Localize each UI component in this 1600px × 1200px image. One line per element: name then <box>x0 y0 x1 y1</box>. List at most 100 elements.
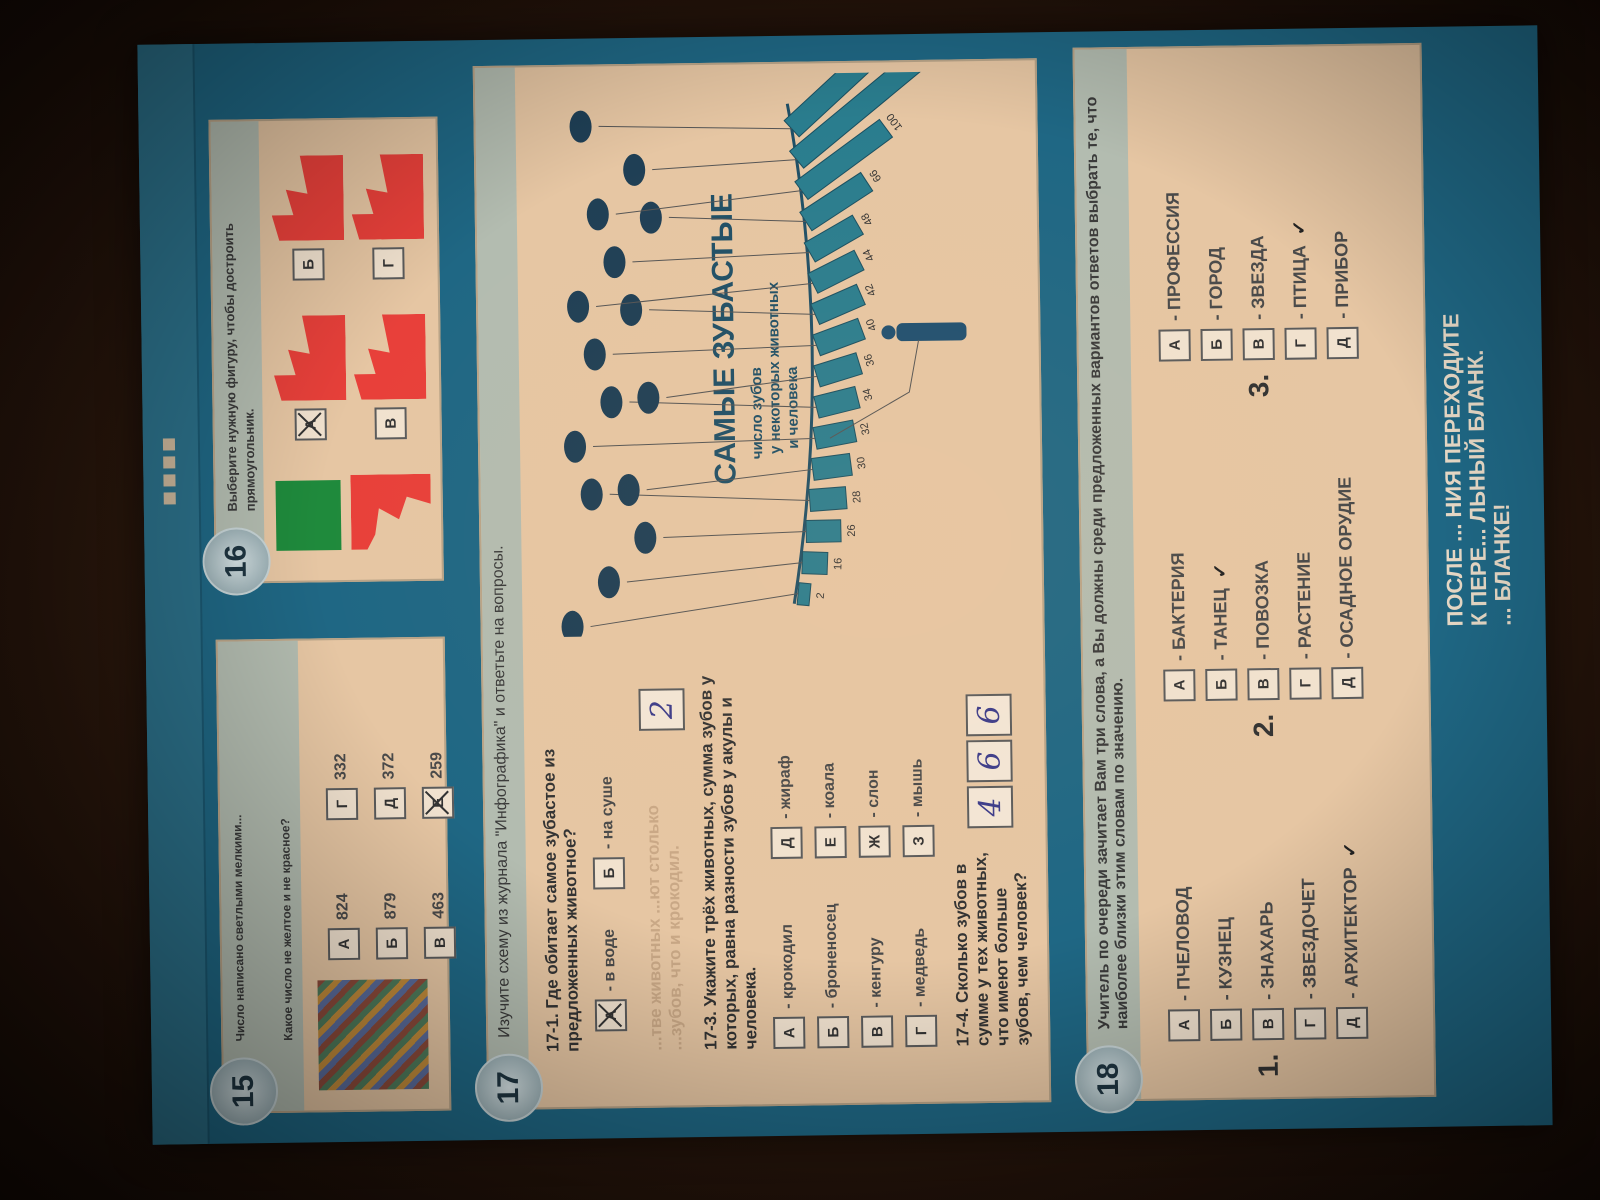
leader-line <box>590 593 799 628</box>
footer-line-2: К ПЕРЕ... ЛЬНЫЙ БЛАНК. <box>1462 349 1492 627</box>
answer-checkbox[interactable]: Г <box>1284 327 1317 360</box>
answer-17-2-box[interactable]: 2 <box>638 688 686 731</box>
option-17-1-0[interactable]: А - в воде <box>594 929 628 1032</box>
footer-line-3: ... БЛАНКЕ! <box>1488 503 1516 626</box>
leader-line <box>663 531 807 539</box>
option-label: - ОСАДНОЕ ОРУДИЕ <box>1334 476 1357 659</box>
answer-checkbox[interactable]: В <box>861 1015 894 1048</box>
option-15-2[interactable]: В 463 <box>422 818 457 959</box>
task-number-16: 16 <box>202 527 272 596</box>
question-17-2: ...тве животных ...ют столько ...зубов, … <box>643 804 686 1051</box>
bar-value-label: 36 <box>862 352 877 367</box>
answer-checkbox[interactable]: В <box>374 407 407 440</box>
answer-checkbox[interactable]: А <box>594 999 628 1032</box>
option-17-3-1[interactable]: Б - броненосец <box>815 858 850 1049</box>
answer-checkbox[interactable]: Д <box>1326 326 1359 359</box>
answer-checkbox[interactable]: В <box>1242 327 1275 361</box>
answer-checkbox[interactable]: Б <box>292 248 325 281</box>
figure-option-3[interactable]: Г <box>351 149 428 280</box>
answer-checkbox[interactable]: В <box>423 926 457 959</box>
option-15-1[interactable]: Б 879 <box>374 819 409 960</box>
word-option[interactable]: Б - ГОРОД <box>1199 191 1233 361</box>
bar-value-label: 34 <box>861 387 876 402</box>
word-option[interactable]: Г - РАСТЕНИЕ <box>1287 477 1322 700</box>
answer-17-4-box[interactable]: 6 <box>966 739 1013 783</box>
option-17-3-2[interactable]: В - кенгуру <box>859 857 894 1048</box>
option-label: - крокодил <box>778 923 797 1009</box>
word-option[interactable]: А - ПЧЕЛОВОД <box>1166 844 1201 1042</box>
answer-checkbox[interactable]: Д <box>770 826 803 860</box>
answer-checkbox[interactable]: Б <box>817 1015 850 1049</box>
human-silhouette-icon <box>896 322 967 342</box>
answer-checkbox[interactable]: З <box>902 824 935 858</box>
figure-option-1[interactable]: Б <box>271 150 348 281</box>
word-option[interactable]: А - ПРОФЕССИЯ <box>1157 192 1191 362</box>
word-option[interactable]: В - ЗВЕЗДА <box>1241 191 1275 361</box>
answer-checkbox[interactable]: А <box>1167 1008 1201 1042</box>
word-option[interactable]: В - ЗНАХАРЬ <box>1250 843 1285 1040</box>
option-15-5[interactable]: Е 259 <box>420 678 455 819</box>
option-17-3-0[interactable]: А - крокодил <box>771 859 806 1050</box>
answer-checkbox[interactable]: Д <box>373 787 407 820</box>
animal-silhouette-icon <box>620 293 643 326</box>
answer-checkbox[interactable]: Г <box>905 1014 938 1048</box>
animal-silhouette-icon <box>603 246 626 279</box>
answer-checkbox[interactable]: Д <box>1335 1006 1369 1039</box>
option-17-3-3[interactable]: Г - медведь <box>903 857 938 1048</box>
option-label: - КУЗНЕЦ <box>1214 917 1236 1001</box>
answer-checkbox[interactable]: Б <box>375 927 409 960</box>
option-17-1-1[interactable]: Б - на суше <box>592 776 626 890</box>
figure-option-0[interactable]: А <box>273 310 350 441</box>
answer-checkbox[interactable]: Г <box>372 247 405 280</box>
task-15: Число написано светлыми мелкими... Какое… <box>209 636 457 1126</box>
bar-value-label: 28 <box>851 490 864 503</box>
answer-17-4-box[interactable]: 6 <box>965 693 1013 737</box>
option-15-3[interactable]: Г 332 <box>324 680 359 821</box>
answer-checkbox[interactable]: Б <box>1205 668 1238 701</box>
answer-checkbox[interactable]: Е <box>814 826 847 859</box>
answer-17-4-box[interactable]: 4 <box>966 785 1014 829</box>
option-17-3-4[interactable]: Д - жираф <box>768 669 803 860</box>
subtitle-line: у некоторых животных <box>765 281 784 454</box>
bar-group: 26 <box>805 519 858 544</box>
word-option[interactable]: В - ПОВОЗКА <box>1245 478 1280 701</box>
word-option[interactable]: Г - ПТИЦА ✓ <box>1283 190 1317 360</box>
task-15-text-first: Число написано светлыми мелкими... <box>230 814 248 1042</box>
word-option[interactable]: Д - ПРИБОР <box>1325 190 1359 359</box>
answer-checkbox[interactable]: А <box>773 1016 806 1050</box>
answer-checkbox[interactable]: А <box>294 408 327 441</box>
answer-checkbox[interactable]: В <box>1251 1007 1285 1040</box>
word-option[interactable]: Б - КУЗНЕЦ <box>1208 844 1243 1041</box>
animal-silhouette-icon <box>597 566 620 599</box>
option-17-3-7[interactable]: З - мышь <box>900 667 935 858</box>
word-option[interactable]: Д - АРХИТЕКТОР ✓ <box>1334 842 1369 1039</box>
answer-checkbox[interactable]: Е <box>421 786 455 819</box>
answer-checkbox[interactable]: Г <box>1293 1006 1327 1040</box>
answer-checkbox[interactable]: Д <box>1331 666 1364 699</box>
answer-checkbox[interactable]: Б <box>1200 328 1233 361</box>
answer-checkbox[interactable]: Ж <box>858 825 891 858</box>
bar <box>812 419 858 450</box>
answer-checkbox[interactable]: В <box>1247 667 1280 701</box>
figure-option-2[interactable]: В <box>353 309 430 440</box>
answer-checkbox[interactable]: Г <box>325 787 359 821</box>
answer-checkbox[interactable]: А <box>327 927 361 961</box>
answer-checkbox[interactable]: А <box>1163 668 1196 702</box>
bar-value-label: 2 <box>815 592 828 599</box>
option-label: - БАКТЕРИЯ <box>1167 552 1189 662</box>
option-label: 332 <box>332 753 350 781</box>
word-option[interactable]: Д - ОСАДНОЕ ОРУДИЕ <box>1329 477 1364 699</box>
word-option[interactable]: Г - ЗВЕЗДОЧЕТ <box>1292 843 1327 1040</box>
option-17-3-6[interactable]: Ж - слон <box>856 667 891 858</box>
answer-checkbox[interactable]: Б <box>592 856 626 890</box>
option-label: - кенгуру <box>866 937 885 1008</box>
option-15-0[interactable]: А 824 <box>326 820 361 961</box>
answer-checkbox[interactable]: А <box>1158 328 1191 362</box>
group-number: 1. <box>1252 1053 1284 1078</box>
word-option[interactable]: А - БАКТЕРИЯ <box>1161 479 1196 702</box>
answer-checkbox[interactable]: Б <box>1209 1008 1243 1041</box>
option-17-3-5[interactable]: Е - коала <box>812 668 847 859</box>
option-15-4[interactable]: Д 372 <box>372 679 407 820</box>
word-option[interactable]: Б - ТАНЕЦ ✓ <box>1203 478 1238 701</box>
answer-checkbox[interactable]: Г <box>1289 666 1322 700</box>
